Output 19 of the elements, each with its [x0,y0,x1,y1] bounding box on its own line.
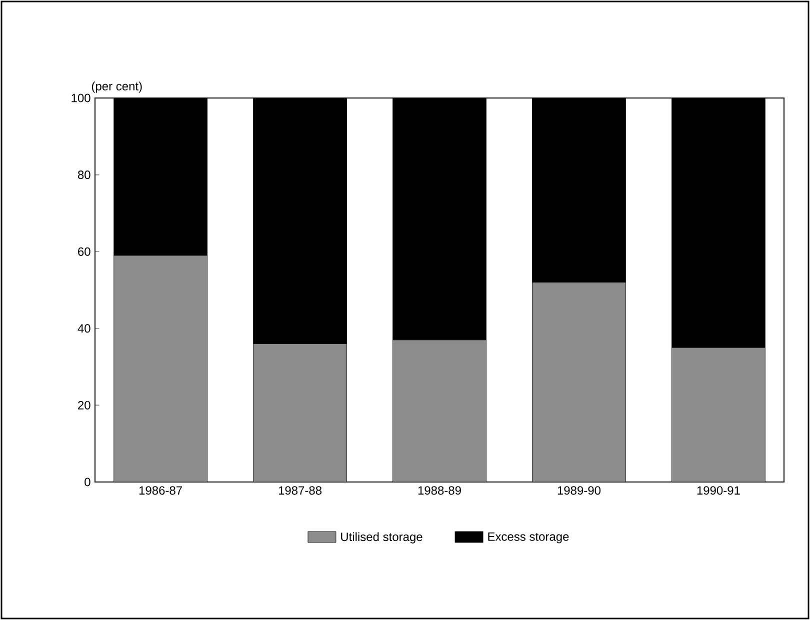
y-tick-label: 0 [84,478,90,486]
y-tick-label: 40 [78,324,90,333]
x-tick-label: 1987-88 [278,486,322,495]
bar [253,344,347,482]
y-tick-label: 100 [72,94,90,102]
x-tick-label: 1990-91 [697,486,740,495]
bar [392,340,486,482]
legend-label: Utilised storage [341,532,422,544]
bar [532,282,626,482]
y-axis-title: (per cent) [92,82,142,93]
y-tick-label: 60 [78,247,90,256]
x-tick-label: 1986-87 [139,486,182,495]
y-tick-label: 80 [78,170,90,180]
bar [672,347,766,482]
x-tick-label: 1988-89 [418,486,461,495]
legend-label: Excess storage [488,532,569,544]
y-tick-label: 20 [78,400,90,410]
x-tick-label: 1989-90 [558,486,601,495]
bar [114,255,208,482]
